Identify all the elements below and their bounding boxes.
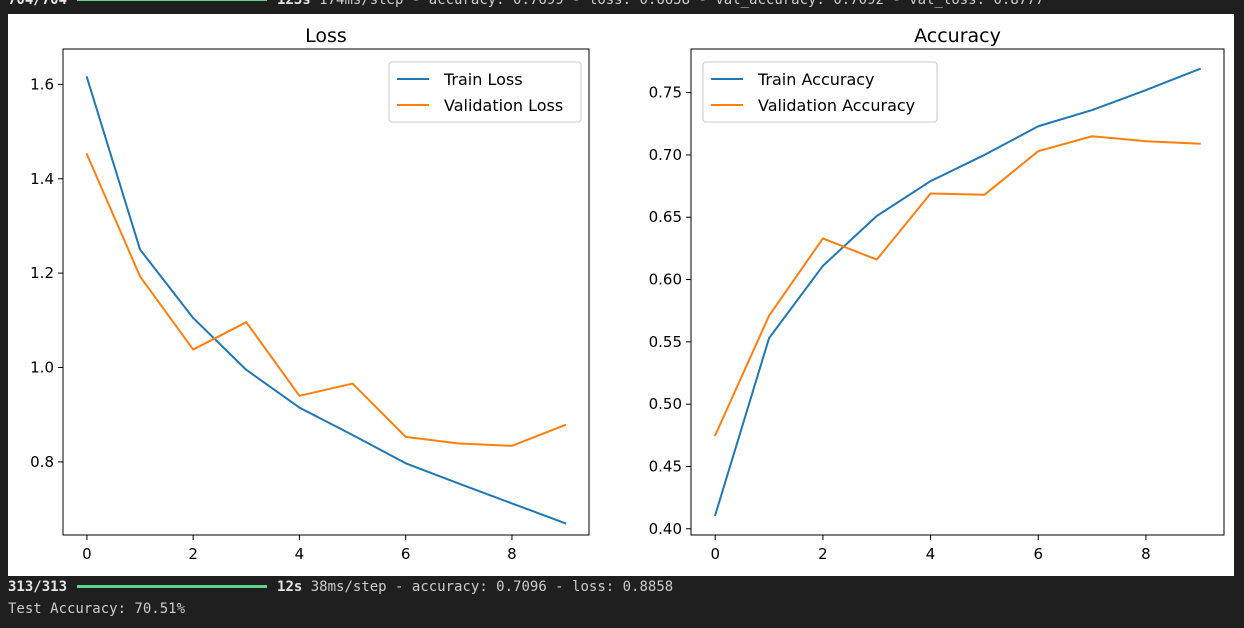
legend-label: Train Accuracy xyxy=(757,70,875,89)
y-tick-label: 1.6 xyxy=(30,75,54,93)
loss-chart: Loss 0 2 4 6 8 0.8 1.0 1.2 1.4 1.6 Train Loss Valida… xyxy=(30,25,590,563)
test-accuracy-line: Test Accuracy: 70.51% xyxy=(8,601,186,617)
y-tick-label: 0.60 xyxy=(649,271,682,289)
accuracy-chart: Accuracy 0 2 4 6 8 0.40 0.45 0.50 0.55 0.60 0.65 0.7… xyxy=(649,25,1225,563)
x-tick-label: 2 xyxy=(188,545,198,563)
x-tick-label: 0 xyxy=(710,545,720,563)
y-tick-label: 0.75 xyxy=(649,84,682,102)
figure-canvas: Loss 0 2 4 6 8 0.8 1.0 1.2 1.4 1.6 Train Loss Valida… xyxy=(30,25,1225,563)
progress-bar xyxy=(77,0,268,1)
x-tick-label: 4 xyxy=(295,545,305,563)
x-tick-label: 8 xyxy=(507,545,517,563)
y-tick-label: 0.65 xyxy=(649,208,682,226)
eval-elapsed-time: 12s xyxy=(277,579,303,595)
legend-label: Validation Accuracy xyxy=(758,96,915,115)
y-tick-label: 0.45 xyxy=(649,457,682,475)
y-tick-label: 0.8 xyxy=(30,453,54,471)
x-tick-label: 8 xyxy=(1141,545,1151,563)
axes-frame xyxy=(62,48,590,536)
axes-frame xyxy=(690,48,1225,536)
y-tick-label: 0.70 xyxy=(649,146,682,164)
legend-label: Validation Loss xyxy=(444,96,563,115)
series-line-train-accuracy xyxy=(713,67,1202,517)
x-tick-label: 2 xyxy=(818,545,828,563)
eval-progress-bar xyxy=(77,584,268,588)
y-tick-label: 1.0 xyxy=(30,358,54,376)
eval-metrics-text: 38ms/step - accuracy: 0.7096 - loss: 0.8… xyxy=(310,579,674,595)
x-tick-label: 6 xyxy=(401,545,411,563)
step-count: 704/704 xyxy=(8,0,68,8)
y-tick-label: 0.55 xyxy=(649,333,682,351)
figure: Loss 0 2 4 6 8 0.8 1.0 1.2 1.4 1.6 Train Loss Valida… xyxy=(8,14,1234,576)
chart-title: Accuracy xyxy=(914,25,1001,47)
y-tick-label: 1.2 xyxy=(30,264,54,282)
x-tick-label: 0 xyxy=(82,545,92,563)
metrics-text: 174ms/step - accuracy: 0.7699 - loss: 0.… xyxy=(319,0,1045,8)
eval-step-count: 313/313 xyxy=(8,579,68,595)
series-line-train-loss xyxy=(85,76,567,525)
evaluation-progress-line: 313/313 12s 38ms/step - accuracy: 0.7096 … xyxy=(8,578,673,596)
y-tick-label: 1.4 xyxy=(30,170,54,188)
legend-box xyxy=(702,61,938,123)
y-tick-label: 0.50 xyxy=(649,395,682,413)
y-tick-label: 0.40 xyxy=(649,520,682,538)
legend-box xyxy=(388,61,582,123)
x-tick-label: 4 xyxy=(926,545,936,563)
x-tick-label: 6 xyxy=(1033,545,1043,563)
legend-label: Train Loss xyxy=(443,70,523,89)
series-line-validation-accuracy xyxy=(713,135,1201,437)
training-progress-line: 704/704 123s 174ms/step - accuracy: 0.769… xyxy=(8,0,1044,9)
elapsed-time: 123s xyxy=(277,0,311,8)
series-line-validation-loss xyxy=(85,152,567,447)
chart-title: Loss xyxy=(305,25,347,47)
